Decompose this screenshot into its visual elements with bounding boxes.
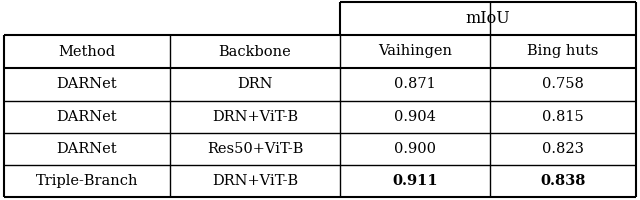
Text: Triple-Branch: Triple-Branch: [36, 174, 138, 188]
Text: 0.823: 0.823: [542, 142, 584, 156]
Text: 0.911: 0.911: [392, 174, 438, 188]
Text: 0.904: 0.904: [394, 110, 436, 124]
Text: DARNet: DARNet: [57, 142, 117, 156]
Text: 0.758: 0.758: [542, 77, 584, 92]
Text: mIoU: mIoU: [466, 10, 510, 27]
Text: Vaihingen: Vaihingen: [378, 45, 452, 58]
Text: Res50+ViT-B: Res50+ViT-B: [207, 142, 303, 156]
Text: DARNet: DARNet: [57, 77, 117, 92]
Text: Backbone: Backbone: [219, 45, 291, 58]
Text: DRN+ViT-B: DRN+ViT-B: [212, 174, 298, 188]
Text: Method: Method: [58, 45, 116, 58]
Text: 0.900: 0.900: [394, 142, 436, 156]
Text: Bing huts: Bing huts: [527, 45, 598, 58]
Text: 0.871: 0.871: [394, 77, 436, 92]
Text: 0.838: 0.838: [540, 174, 586, 188]
Text: DRN+ViT-B: DRN+ViT-B: [212, 110, 298, 124]
Text: DARNet: DARNet: [57, 110, 117, 124]
Text: DRN: DRN: [237, 77, 273, 92]
Text: 0.815: 0.815: [542, 110, 584, 124]
